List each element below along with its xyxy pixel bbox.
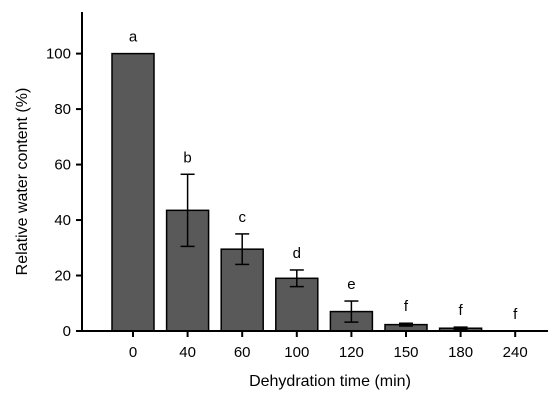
y-tick-label: 60	[54, 157, 71, 174]
x-tick-label: 150	[393, 344, 418, 361]
y-tick-label: 0	[63, 323, 71, 340]
x-tick-label: 60	[234, 344, 251, 361]
x-axis-label: Dehydration time (min)	[249, 373, 411, 390]
x-tick-label: 40	[179, 344, 196, 361]
significance-label: c	[238, 209, 246, 226]
bars	[111, 52, 483, 332]
x-tick-label: 100	[284, 344, 309, 361]
bar-0	[111, 52, 155, 332]
y-axis-ticks: 0 20 40 60 80 100	[46, 46, 82, 340]
y-tick-label: 80	[54, 101, 71, 118]
significance-label: f	[459, 302, 464, 319]
significance-label: f	[513, 306, 518, 323]
x-axis-ticks: 0 40 60 100 120 150 180 240	[129, 331, 528, 361]
y-tick-label: 20	[54, 268, 71, 285]
x-tick-label: 180	[448, 344, 473, 361]
y-tick-label: 40	[54, 212, 71, 229]
significance-label: d	[293, 245, 301, 262]
y-tick-label: 100	[46, 46, 71, 63]
significance-labels: a b c d e f f f	[129, 29, 518, 323]
x-tick-label: 240	[503, 344, 528, 361]
x-tick-label: 120	[339, 344, 364, 361]
x-tick-label: 0	[129, 344, 137, 361]
significance-label: e	[347, 276, 355, 293]
significance-label: b	[183, 149, 191, 166]
error-bars	[180, 173, 468, 331]
significance-label: a	[129, 29, 138, 46]
significance-label: f	[404, 298, 409, 315]
y-axis-label: Relative water content (%)	[14, 88, 31, 276]
